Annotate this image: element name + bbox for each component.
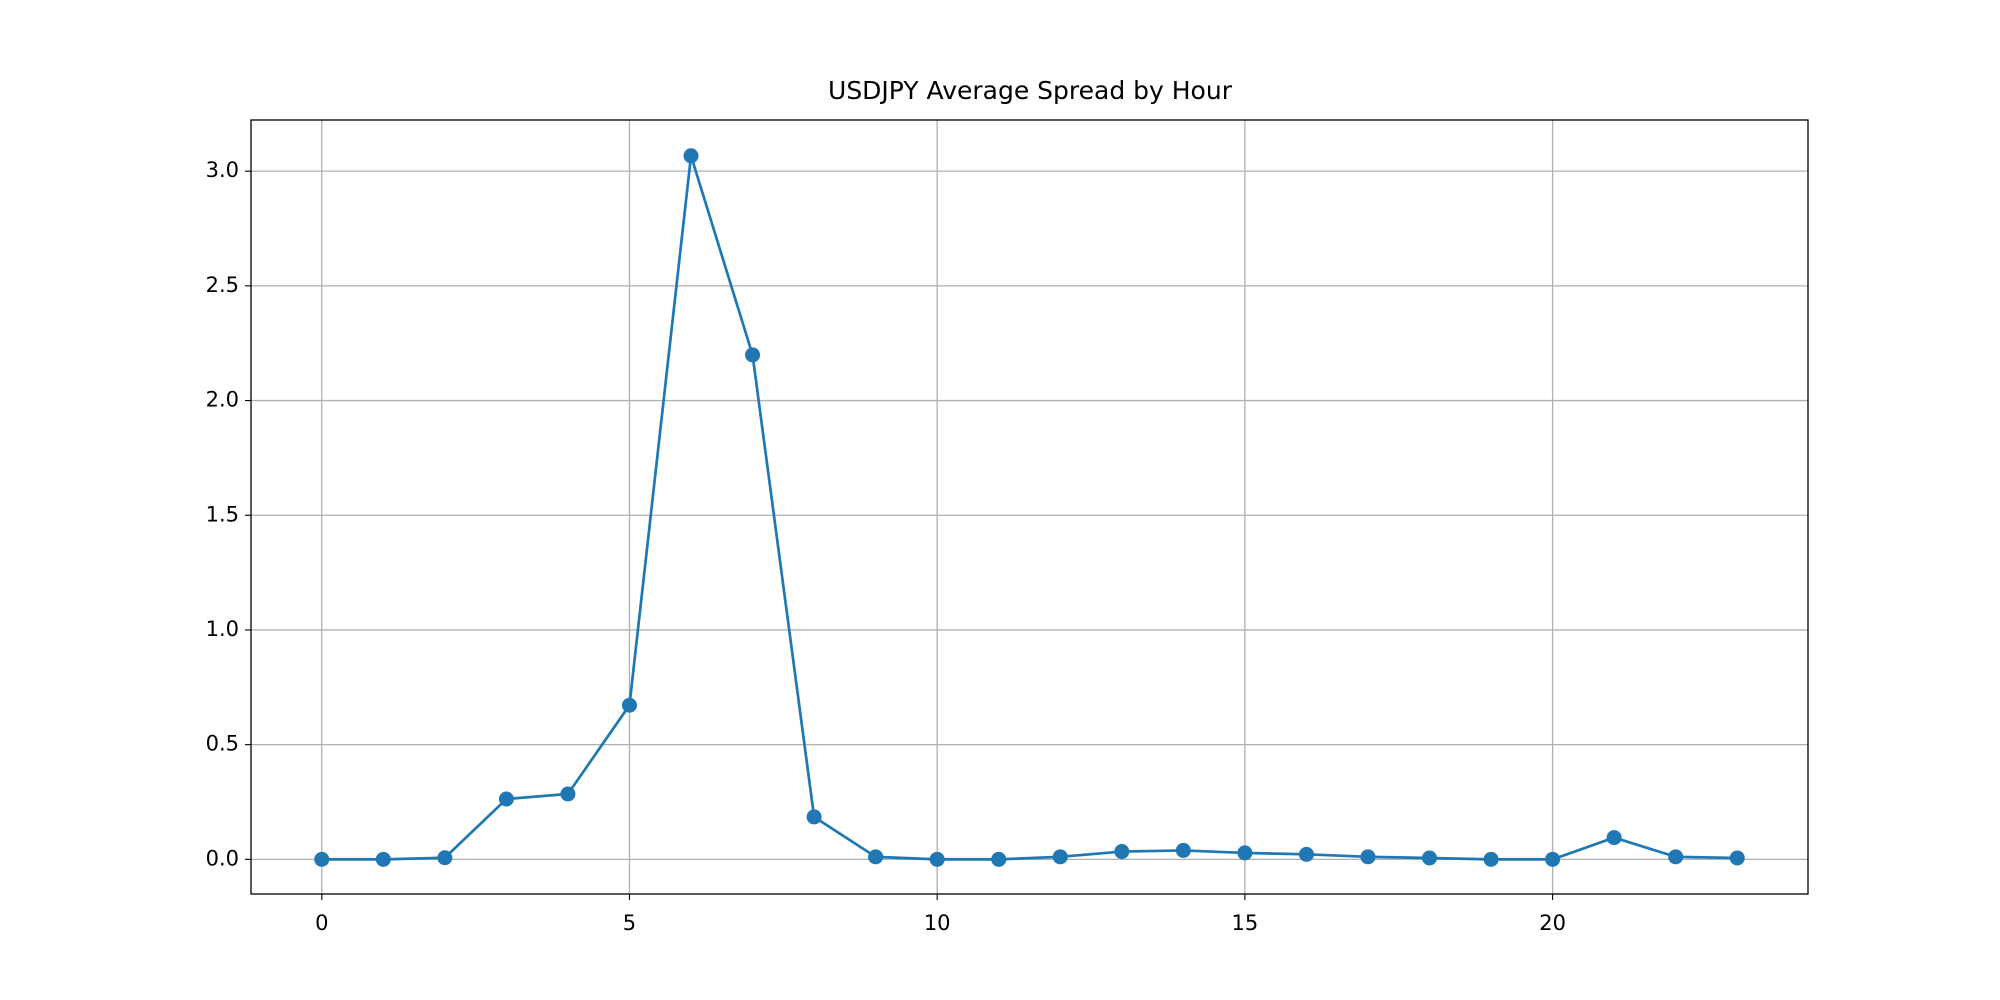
marker [745,347,761,363]
marker [621,697,637,713]
y-tick-label: 3.0 [206,158,239,182]
marker [991,851,1007,867]
plot-frame [250,119,1809,895]
marker [1052,849,1068,865]
marker [1114,844,1130,860]
chart-title: USDJPY Average Spread by Hour [828,76,1233,105]
y-tick-label: 0.0 [206,846,239,870]
marker [868,849,884,865]
marker [1298,846,1314,862]
y-tick-label: 0.5 [206,732,239,756]
marker [1729,850,1745,866]
y-tick-label: 2.0 [206,388,239,412]
x-tick-label: 20 [1539,911,1566,935]
y-tick-label: 1.5 [206,502,239,526]
marker [498,791,514,807]
x-tick-label: 15 [1232,911,1259,935]
marker [929,851,945,867]
marker [314,851,330,867]
marker [1422,850,1438,866]
marker [1483,851,1499,867]
line [321,155,1738,861]
marker [560,786,576,802]
x-tick-label: 10 [924,911,951,935]
marker [1545,851,1561,867]
marker [437,850,453,866]
marker [1606,830,1622,846]
y-tick-label: 1.0 [206,617,239,641]
marker [806,809,822,825]
marker [683,148,699,164]
marker [1175,842,1191,858]
marker [1237,845,1253,861]
marker [1668,849,1684,865]
y-tick-label: 2.5 [206,273,239,297]
marker [375,851,391,867]
marker [1360,849,1376,865]
x-tick-label: 5 [623,911,636,935]
x-tick-label: 0 [315,911,328,935]
